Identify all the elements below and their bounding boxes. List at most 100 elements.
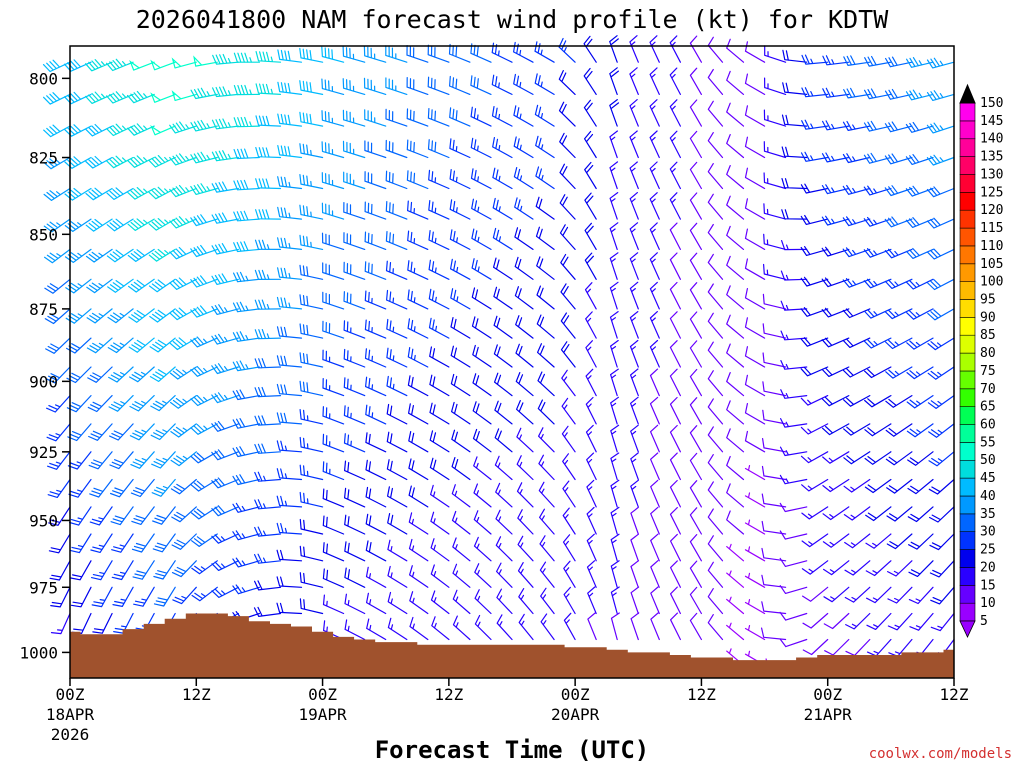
wind-barb [763,233,787,250]
wind-barb [321,46,345,63]
wind-barb [885,337,913,350]
colorbar-label: 95 [980,293,996,308]
wind-barbs [42,35,955,666]
colorbar-swatch [959,424,976,443]
wind-barb [822,533,850,548]
wind-barb [926,154,955,166]
wind-barb [864,88,892,100]
wind-barb [763,172,787,190]
wind-barb [85,123,113,137]
wind-barb [85,187,113,201]
wind-barb [91,560,113,581]
wind-barb [107,337,134,354]
wind-barb [884,308,913,320]
wind-barb [254,358,282,369]
wind-barb [343,291,366,310]
wind-barb [472,344,492,368]
wind-barb [365,404,387,425]
wind-barb [409,565,429,588]
wind-barb [385,231,408,250]
y-tick-label: 1000 [19,643,58,662]
wind-barb [343,232,366,250]
wind-barb [190,365,218,377]
colorbar-swatch [959,299,976,318]
wind-barb [649,67,660,95]
wind-barb [534,104,555,127]
wind-barb [408,485,429,508]
wind-barb [452,615,471,641]
wind-barb [744,258,766,280]
wind-barb [726,285,745,310]
wind-barb [428,230,450,250]
colorbar-swatch [959,156,976,175]
x-axis-label: Forecast Time (UTC) [375,736,650,764]
wind-barb [908,533,934,550]
wind-barb [560,253,576,280]
colorbar-label: 140 [980,132,1003,147]
wind-barb [169,246,197,260]
wind-barb [277,81,303,95]
wind-barb [650,424,660,453]
wind-barb [171,506,197,523]
wind-barb [171,90,197,101]
wind-barb [669,424,681,453]
wind-barb [629,339,639,368]
wind-barb [474,563,492,588]
wind-barb [863,152,892,164]
wind-barb [149,366,176,382]
wind-barb [649,339,660,368]
wind-barb [906,57,934,68]
wind-barb [276,602,303,615]
wind-barb [48,506,71,526]
wind-barb [470,75,492,95]
wind-barb [254,386,282,398]
wind-barb [386,347,408,368]
wind-barb [586,479,597,508]
wind-barb [276,549,303,562]
wind-barb [744,105,766,127]
wind-barb [169,153,197,166]
wind-barb [276,296,303,310]
wind-barb [170,451,197,467]
wind-barb [726,428,745,453]
wind-barb [190,214,218,227]
colorbar-label: 10 [980,596,996,611]
wind-barb [190,478,218,492]
colorbar-swatch [959,227,976,247]
wind-barb [85,218,113,232]
wind-barb [763,263,787,280]
wind-barb [64,218,92,232]
wind-barb [707,398,724,425]
wind-barb [70,560,92,581]
wind-barb [385,77,408,95]
wind-barb [496,588,513,615]
wind-barb [586,533,597,562]
wind-barb [516,482,534,508]
wind-barb [406,77,429,95]
wind-barb [276,522,303,535]
wind-barb [387,591,408,615]
wind-barb [842,153,871,164]
wind-barb [44,248,71,264]
wind-barb [629,67,639,95]
wind-barb [801,119,829,130]
wind-barb [42,59,71,73]
wind-barb [63,91,92,105]
wind-barb [113,612,134,634]
wind-barb [470,168,492,190]
wind-barb [493,286,513,310]
wind-barb [277,49,303,63]
wind-barb [563,612,576,641]
wind-barb [277,145,303,159]
wind-barb [764,77,787,95]
wind-barb [558,101,576,127]
wind-barb [233,241,260,253]
wind-barb [471,287,492,310]
wind-barb [495,482,513,508]
wind-barb [106,248,134,263]
colorbar-swatch [959,442,976,461]
wind-barb [744,198,766,220]
colorbar-label: 110 [980,239,1003,254]
wind-barb [689,67,702,95]
